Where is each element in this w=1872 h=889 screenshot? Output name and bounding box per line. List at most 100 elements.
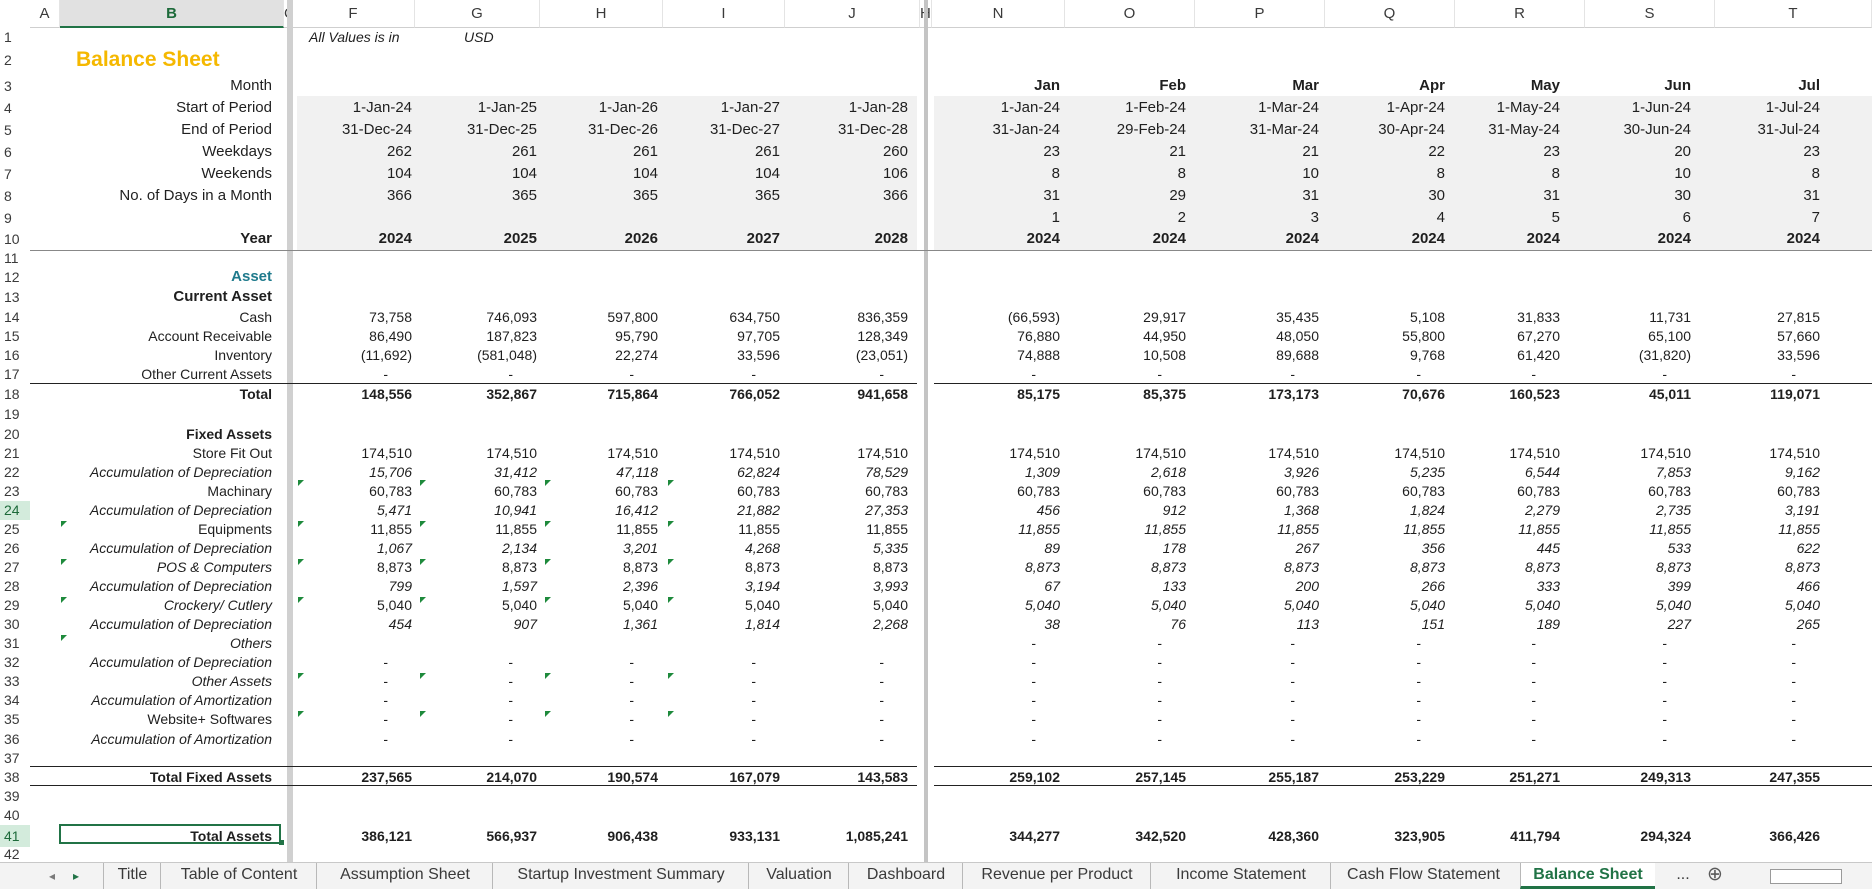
value-cell[interactable]: - — [1662, 635, 1667, 651]
value-cell[interactable]: 1,368 — [1283, 502, 1319, 518]
value-cell[interactable]: 8,873 — [1150, 559, 1186, 575]
value-cell[interactable]: 9,768 — [1409, 347, 1445, 363]
value-cell[interactable]: 8,873 — [1784, 559, 1820, 575]
value-cell[interactable]: 187,823 — [486, 328, 537, 344]
value-cell[interactable]: 15,706 — [369, 464, 412, 480]
value-cell[interactable]: 119,071 — [1770, 386, 1820, 402]
value-cell[interactable]: 167,079 — [729, 769, 780, 785]
value-cell[interactable]: 3,194 — [744, 578, 780, 594]
value-cell[interactable]: 5,040 — [622, 597, 658, 613]
value-cell[interactable]: - — [1290, 731, 1295, 747]
value-cell[interactable]: - — [879, 731, 884, 747]
value-cell[interactable]: 265 — [1796, 616, 1820, 632]
column-header[interactable]: B — [60, 0, 284, 28]
row-header[interactable]: 13 — [4, 289, 20, 305]
value-cell[interactable]: - — [1031, 366, 1036, 382]
value-cell[interactable]: - — [383, 731, 388, 747]
value-cell[interactable]: 60,783 — [1017, 483, 1060, 499]
value-cell[interactable]: 5,040 — [376, 597, 412, 613]
value-cell[interactable]: - — [629, 654, 634, 670]
value-cell[interactable]: 386,121 — [361, 828, 412, 844]
value-cell[interactable]: 249,313 — [1640, 769, 1691, 785]
value-cell[interactable]: 454 — [388, 616, 412, 632]
row-header[interactable]: 17 — [4, 366, 20, 382]
value-cell[interactable]: 104 — [754, 165, 780, 182]
sheet-tab[interactable]: Revenue per Product — [962, 863, 1151, 889]
value-cell[interactable]: 8,873 — [376, 559, 412, 575]
row-header[interactable]: 33 — [4, 673, 20, 689]
value-cell[interactable]: 3 — [1310, 209, 1319, 226]
row-header[interactable]: 36 — [4, 731, 20, 747]
value-cell[interactable]: 97,705 — [737, 328, 780, 344]
value-cell[interactable]: 60,783 — [1143, 483, 1186, 499]
value-cell[interactable]: 27,815 — [1777, 309, 1820, 325]
value-cell[interactable]: 566,937 — [486, 828, 537, 844]
value-cell[interactable]: 44,950 — [1143, 328, 1186, 344]
sheet-tab[interactable]: Valuation — [748, 863, 849, 889]
value-cell[interactable]: 67,270 — [1517, 328, 1560, 344]
value-cell[interactable]: 411,794 — [1510, 828, 1560, 844]
value-cell[interactable]: 1-Jan-27 — [720, 99, 780, 116]
value-cell[interactable]: 174,510 — [1640, 445, 1691, 461]
value-cell[interactable]: 74,888 — [1017, 347, 1060, 363]
value-cell[interactable]: - — [879, 654, 884, 670]
value-cell[interactable]: 261 — [511, 143, 537, 160]
more-tabs-button[interactable]: ... — [1676, 866, 1690, 883]
row-header[interactable]: 18 — [4, 386, 20, 402]
value-cell[interactable]: 8,873 — [622, 559, 658, 575]
value-cell[interactable]: - — [879, 673, 884, 689]
value-cell[interactable]: 365 — [511, 187, 537, 204]
value-cell[interactable]: 104 — [386, 165, 412, 182]
value-cell[interactable]: 78,529 — [865, 464, 908, 480]
value-cell[interactable]: 31 — [1803, 187, 1820, 204]
value-cell[interactable]: 10,941 — [494, 502, 537, 518]
value-cell[interactable]: 22 — [1428, 143, 1445, 160]
value-cell[interactable]: - — [508, 692, 513, 708]
value-cell[interactable]: 11,855 — [738, 521, 780, 537]
value-cell[interactable]: 9,162 — [1784, 464, 1820, 480]
value-cell[interactable]: 6,544 — [1524, 464, 1560, 480]
value-cell[interactable]: 62,824 — [737, 464, 780, 480]
value-cell[interactable]: 1-Jan-24 — [1000, 99, 1060, 116]
value-cell[interactable]: 30-Jun-24 — [1623, 121, 1691, 138]
value-cell[interactable]: 1,824 — [1409, 502, 1445, 518]
value-cell[interactable]: 2024 — [1152, 230, 1186, 247]
value-cell[interactable]: - — [1791, 711, 1796, 727]
value-cell[interactable]: 1-Jan-24 — [352, 99, 412, 116]
value-cell[interactable]: 5,335 — [872, 540, 908, 556]
value-cell[interactable]: 31-Dec-26 — [587, 121, 658, 138]
value-cell[interactable]: - — [1157, 711, 1162, 727]
value-cell[interactable]: 31-Dec-28 — [837, 121, 908, 138]
value-cell[interactable]: 8,873 — [1524, 559, 1560, 575]
value-cell[interactable]: 60,783 — [1777, 483, 1820, 499]
value-cell[interactable]: 21,882 — [737, 502, 780, 518]
value-cell[interactable]: 3,191 — [1784, 502, 1820, 518]
value-cell[interactable]: - — [1416, 731, 1421, 747]
row-header[interactable]: 37 — [4, 750, 20, 766]
value-cell[interactable]: - — [1662, 654, 1667, 670]
value-cell[interactable]: 89 — [1044, 540, 1060, 556]
row-header[interactable]: 11 — [4, 250, 19, 266]
value-cell[interactable]: 1-Jun-24 — [1631, 99, 1691, 116]
row-header[interactable]: 8 — [4, 188, 12, 204]
value-cell[interactable]: 365 — [632, 187, 658, 204]
value-cell[interactable]: 1,067 — [376, 540, 412, 556]
value-cell[interactable]: - — [508, 654, 513, 670]
value-cell[interactable]: 143,583 — [857, 769, 908, 785]
value-cell[interactable]: 836,359 — [857, 309, 908, 325]
value-cell[interactable]: - — [1531, 654, 1536, 670]
value-cell[interactable]: - — [1531, 673, 1536, 689]
row-header[interactable]: 30 — [4, 616, 20, 632]
row-header[interactable]: 42 — [4, 846, 20, 862]
value-cell[interactable]: - — [751, 692, 756, 708]
value-cell[interactable]: - — [629, 711, 634, 727]
value-cell[interactable]: 237,565 — [361, 769, 412, 785]
value-cell[interactable]: 27,353 — [865, 502, 908, 518]
value-cell[interactable]: - — [508, 366, 513, 382]
value-cell[interactable]: 342,520 — [1135, 828, 1186, 844]
value-cell[interactable]: 10,508 — [1143, 347, 1186, 363]
value-cell[interactable]: 31 — [1543, 187, 1560, 204]
value-cell[interactable]: 33,596 — [1777, 347, 1820, 363]
value-cell[interactable]: 2 — [1177, 209, 1186, 226]
row-header[interactable]: 5 — [4, 122, 12, 138]
